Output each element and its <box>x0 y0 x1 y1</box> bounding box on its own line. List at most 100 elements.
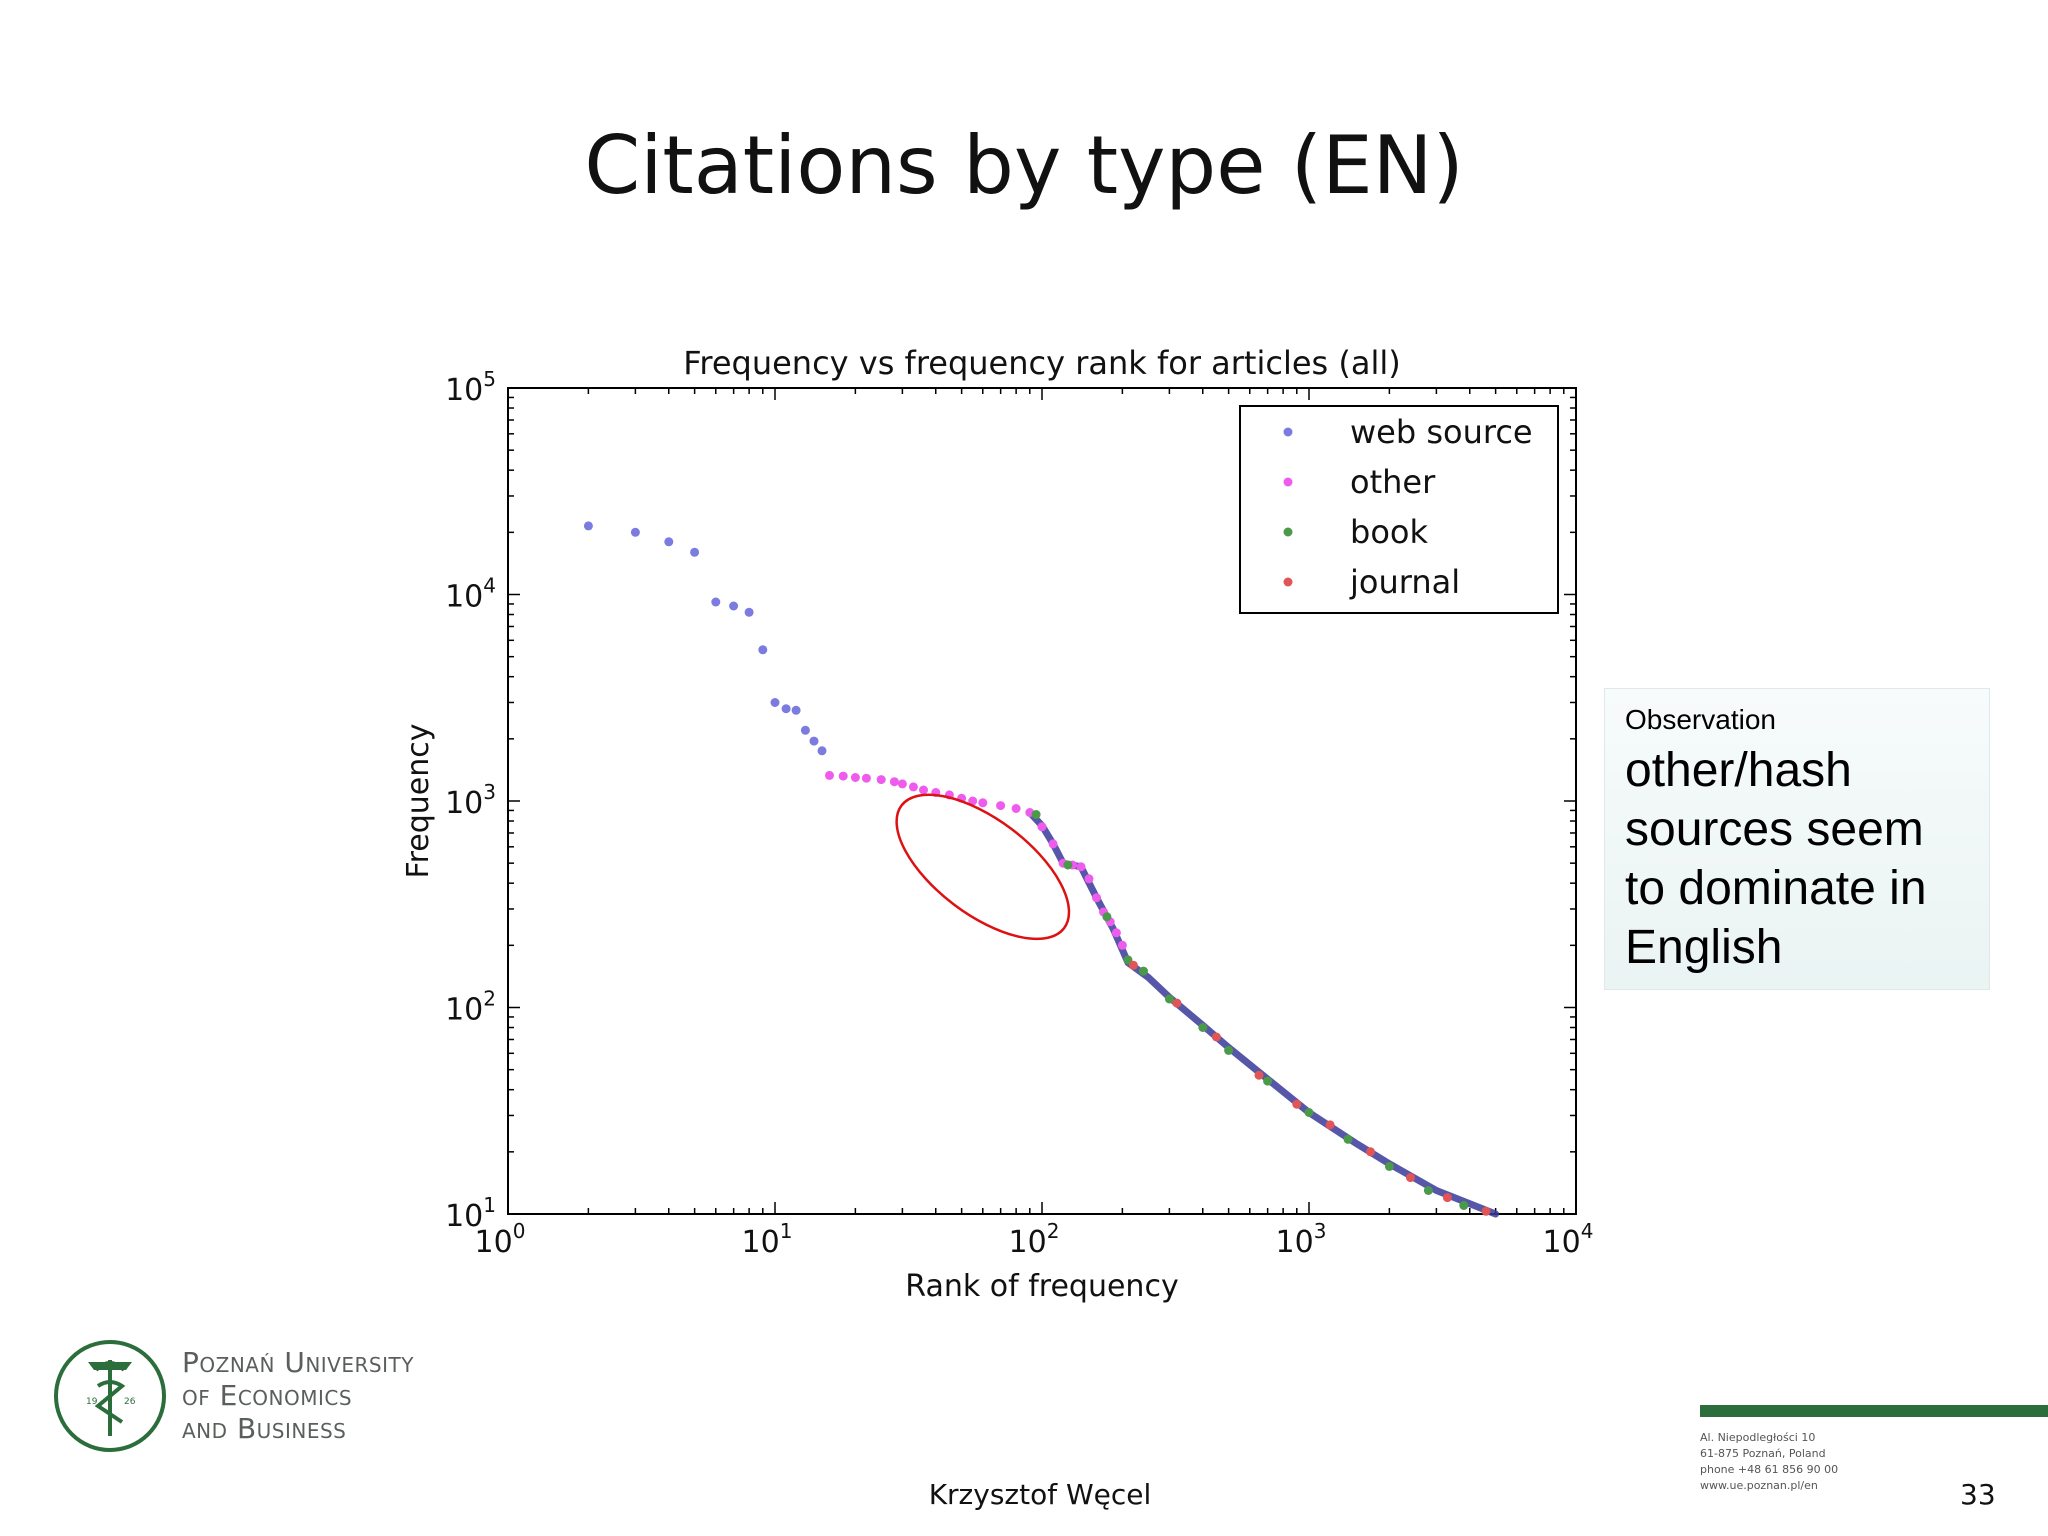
y-tick-label: 105 <box>445 367 496 408</box>
data-point <box>1139 966 1148 976</box>
data-point <box>1117 940 1127 950</box>
legend-marker <box>1283 577 1293 587</box>
data-point <box>1037 822 1047 832</box>
data-point <box>791 705 801 715</box>
data-point <box>1343 1134 1353 1144</box>
slide-title: Citations by type (EN) <box>584 119 1464 212</box>
data-point <box>711 597 721 607</box>
legend-marker <box>1283 427 1293 437</box>
legend: web source other book journal <box>1239 405 1559 614</box>
data-point <box>1111 928 1121 938</box>
university-name: Poznań University of Economics and Busin… <box>182 1346 414 1445</box>
y-tick-label: 101 <box>445 1193 496 1234</box>
data-point <box>1048 839 1058 849</box>
data-point <box>876 775 886 785</box>
data-point <box>817 746 827 756</box>
legend-label: book <box>1350 513 1428 551</box>
data-point <box>1442 1193 1452 1203</box>
data-point <box>968 796 978 806</box>
data-points <box>583 521 1491 1216</box>
brand-bar <box>1700 1405 2048 1417</box>
y-axis-label: Frequency <box>401 724 436 879</box>
chart-title: Frequency vs frequency rank for articles… <box>683 344 1400 382</box>
address-line: 61-875 Poznań, Poland <box>1700 1447 1826 1460</box>
legend-box <box>1239 405 1559 614</box>
observation-label: Observation <box>1625 704 1776 735</box>
data-point <box>825 770 834 780</box>
data-point <box>1292 1099 1302 1109</box>
legend-label: web source <box>1350 413 1533 451</box>
data-point <box>1076 862 1086 872</box>
data-point <box>770 698 780 707</box>
data-point <box>1172 998 1182 1008</box>
page-number: 33 <box>1960 1478 1996 1511</box>
data-point <box>1063 860 1073 870</box>
dense-tail-trend <box>1026 809 1500 1218</box>
x-tick-label: 102 <box>1009 1219 1060 1260</box>
data-point <box>630 527 640 537</box>
data-point <box>664 537 674 547</box>
x-tick-label: 101 <box>742 1219 793 1260</box>
footer-author: Krzysztof Węcel <box>928 1478 1152 1511</box>
data-point <box>1263 1076 1273 1086</box>
data-point <box>889 777 899 787</box>
legend-marker <box>1283 477 1293 487</box>
data-point <box>1224 1045 1234 1055</box>
seal-year-right: 26 <box>124 1397 136 1407</box>
data-point <box>1366 1147 1375 1157</box>
data-point <box>1102 912 1112 922</box>
highlight-ellipse <box>895 793 1071 941</box>
data-point <box>690 547 700 557</box>
observation-line: to dominate in <box>1625 861 1927 915</box>
address-line: Al. Niepodległości 10 <box>1700 1431 1816 1444</box>
data-point <box>758 645 768 655</box>
x-tick-label: 104 <box>1543 1219 1594 1260</box>
seal-year-left: 19 <box>86 1397 98 1407</box>
legend-label: journal <box>1349 563 1460 601</box>
y-tick-label: 102 <box>445 987 496 1028</box>
legend-marker <box>1283 527 1293 537</box>
data-point <box>978 798 988 808</box>
university-name-line: of Economics <box>182 1379 353 1412</box>
data-point <box>583 521 593 531</box>
observation-line: sources seem <box>1625 802 1924 856</box>
data-point <box>809 736 819 746</box>
y-tick-labels: 101 102 103 104 105 <box>445 367 496 1234</box>
data-point <box>919 785 928 795</box>
annotation-layer <box>895 793 1071 941</box>
address-line: www.ue.poznan.pl/en <box>1700 1479 1818 1492</box>
data-point <box>1084 874 1094 884</box>
data-point <box>838 771 848 781</box>
data-point <box>1384 1161 1394 1171</box>
university-name-line: Poznań University <box>182 1346 414 1379</box>
university-address: Al. Niepodległości 10 61-875 Poznań, Pol… <box>1700 1430 1838 1494</box>
data-point <box>897 779 907 789</box>
data-point <box>1198 1023 1208 1032</box>
data-point <box>908 782 918 792</box>
data-point <box>1459 1201 1469 1210</box>
data-point <box>1304 1108 1314 1117</box>
data-point <box>1325 1120 1335 1130</box>
university-name-line: and Business <box>182 1412 347 1445</box>
observation-line: English <box>1625 920 1783 974</box>
data-point <box>781 704 791 714</box>
data-point <box>861 773 871 783</box>
address-line: phone +48 61 856 90 00 <box>1700 1463 1839 1476</box>
data-point <box>1211 1032 1221 1042</box>
data-point <box>1423 1186 1433 1195</box>
data-point <box>1031 810 1041 819</box>
y-tick-label: 104 <box>445 574 496 615</box>
x-tick-label: 100 <box>475 1219 526 1260</box>
data-point <box>996 801 1006 811</box>
observation-text: other/hash sources seem to dominate in E… <box>1625 741 1969 977</box>
data-point <box>1406 1173 1415 1183</box>
data-point <box>744 607 754 617</box>
observation-box: Observation other/hash sources seem to d… <box>1604 688 1990 990</box>
trend-layer <box>1026 809 1500 1218</box>
data-point <box>850 773 860 782</box>
x-tick-labels: 100 101 102 103 104 <box>475 1219 1594 1260</box>
y-tick-label: 103 <box>445 780 496 821</box>
axis-ticks <box>507 387 1577 1215</box>
data-point <box>1128 960 1138 970</box>
